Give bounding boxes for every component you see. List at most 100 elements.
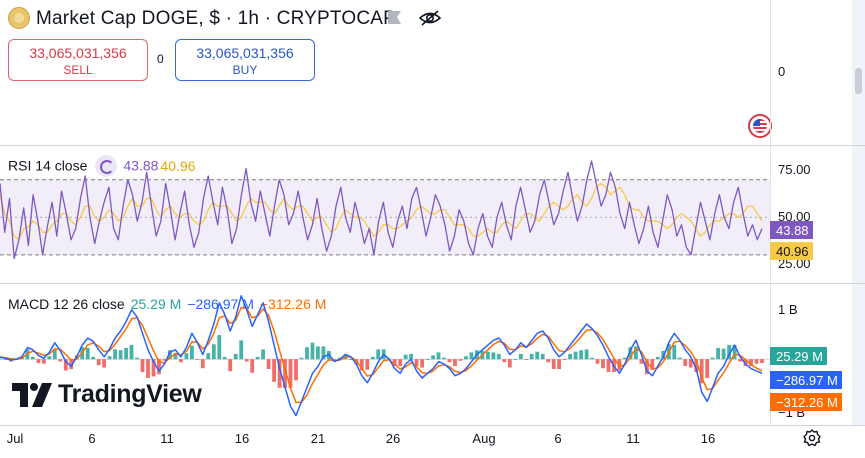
buy-button[interactable]: 33,065,031,356 BUY [175, 39, 315, 81]
macd-histogram-bar [233, 353, 238, 360]
macd-histogram-bar [639, 359, 644, 364]
x-axis-label: 16 [700, 431, 716, 446]
pane-divider-top[interactable] [0, 145, 865, 146]
macd-histogram-bar [184, 353, 189, 360]
macd-histogram-bar [634, 346, 638, 360]
macd-histogram-bar [217, 335, 222, 360]
macd-histogram-bar [113, 349, 117, 360]
macd-histogram-bar [179, 359, 183, 363]
sell-label: SELL [63, 63, 93, 77]
macd-histogram-bar [732, 344, 737, 360]
macd-histogram-bar [118, 350, 123, 360]
macd-histogram-bar [239, 340, 244, 360]
macd-histogram-bar [403, 354, 408, 360]
rsi-ma-line [0, 182, 763, 241]
macd-histogram-bar [469, 352, 474, 360]
macd-histogram-bar [595, 359, 600, 364]
x-axis-label: 16 [234, 431, 250, 446]
rsi-line [0, 160, 763, 260]
macd-histogram-bar [590, 357, 594, 360]
rsi-ma-value-tag: 40.96 [770, 242, 813, 260]
macd-histogram-bar [524, 359, 529, 360]
macd-histogram-bar [228, 359, 233, 372]
macd-line [0, 295, 763, 417]
macd-histogram-bar [266, 359, 271, 369]
macd-histogram-bar [365, 359, 370, 370]
macd-histogram-bar [261, 349, 265, 360]
macd-histogram-bar [69, 359, 74, 369]
settings-gear-icon[interactable] [803, 429, 821, 447]
macd-histogram-bar [568, 353, 572, 360]
macd-histogram-bar [31, 356, 35, 360]
macd-histogram-bar [41, 359, 46, 364]
macd-histogram-bar [173, 353, 178, 360]
macd-histogram-bar [316, 346, 320, 360]
macd-histogram-bar [425, 359, 430, 360]
time-axis-divider [0, 425, 865, 426]
macd-histogram-bar [458, 359, 463, 361]
price-axis-divider [770, 0, 771, 425]
macd-histogram-bar [359, 359, 364, 371]
macd-signal-line [0, 306, 763, 404]
macd-histogram-bar [277, 359, 282, 388]
macd-histogram-bar [557, 359, 561, 369]
rsi-plot[interactable] [0, 146, 770, 283]
macd-histogram-bar [102, 359, 106, 368]
macd-name: MACD 12 26 close [8, 296, 125, 312]
macd-histogram-bar [107, 356, 112, 360]
macd-histogram-bar [529, 353, 534, 360]
macd-histogram-bar [305, 347, 309, 360]
macd-histogram-bar [540, 353, 545, 360]
macd-histogram-bar [705, 359, 710, 378]
macd-histogram-bar [206, 353, 211, 360]
macd-hist-tag: 25.29 M [770, 347, 827, 365]
macd-histogram-bar [431, 355, 435, 360]
macd-histogram-bar [195, 359, 200, 360]
macd-plot[interactable] [0, 284, 770, 425]
macd-histogram-bar [518, 353, 523, 360]
price-scale-strip[interactable] [852, 0, 865, 425]
macd-histogram-bar [36, 359, 41, 363]
macd-histogram-bar [255, 356, 260, 360]
macd-histogram-bar [321, 346, 326, 360]
macd-histogram-bar [683, 359, 688, 366]
macd-histogram-bar [721, 348, 726, 360]
macd-histogram-bar [129, 344, 134, 360]
rsi-legend[interactable]: RSI 14 close 43.88 40.96 [8, 155, 195, 178]
x-axis-label: 11 [160, 431, 174, 446]
sync-icon[interactable] [95, 155, 118, 177]
sell-button[interactable]: 33,065,031,356 SELL [8, 39, 148, 81]
pane-divider-middle[interactable] [0, 283, 865, 284]
macd-histogram-bar [370, 356, 375, 360]
macd-histogram-bar [688, 359, 693, 368]
macd-histogram-bar [58, 359, 63, 362]
buy-price: 33,065,031,356 [196, 45, 294, 61]
macd-histogram-bar [157, 359, 161, 375]
macd-histogram-bar [464, 356, 468, 360]
macd-histogram-bar [655, 356, 660, 360]
us-flag-icon[interactable] [748, 114, 772, 138]
rsi-name: RSI 14 close [8, 157, 88, 174]
macd-histogram-bar [491, 352, 496, 360]
macd-histogram-bar [244, 359, 249, 362]
macd-histogram-bar [250, 359, 255, 373]
macd-histogram-bar [151, 359, 156, 377]
rsi-axis-label-75: 75.00 [778, 162, 811, 178]
macd-histogram-bar [502, 359, 507, 363]
scale-handle[interactable] [855, 68, 862, 94]
macd-histogram-bar [272, 359, 276, 382]
flag-icon[interactable] [386, 10, 403, 26]
macd-histogram-bar [140, 359, 145, 372]
symbol-title[interactable]: Market Cap DOGE, $ · 1h · CRYPTOCAP [36, 8, 397, 29]
hide-eye-icon[interactable] [419, 9, 441, 27]
macd-histogram-bar [551, 359, 556, 369]
macd-histogram-bar [672, 344, 677, 360]
macd-histogram-bar [677, 357, 682, 360]
macd-histogram-bar [628, 347, 633, 360]
x-axis-label: 6 [554, 431, 562, 446]
macd-histogram-bar [760, 359, 764, 363]
tradingview-text: TradingView [58, 380, 202, 408]
x-axis-label: Jul [6, 431, 24, 446]
macd-histogram-bar [348, 359, 353, 360]
macd-line-tag: −286.97 M [770, 371, 842, 389]
